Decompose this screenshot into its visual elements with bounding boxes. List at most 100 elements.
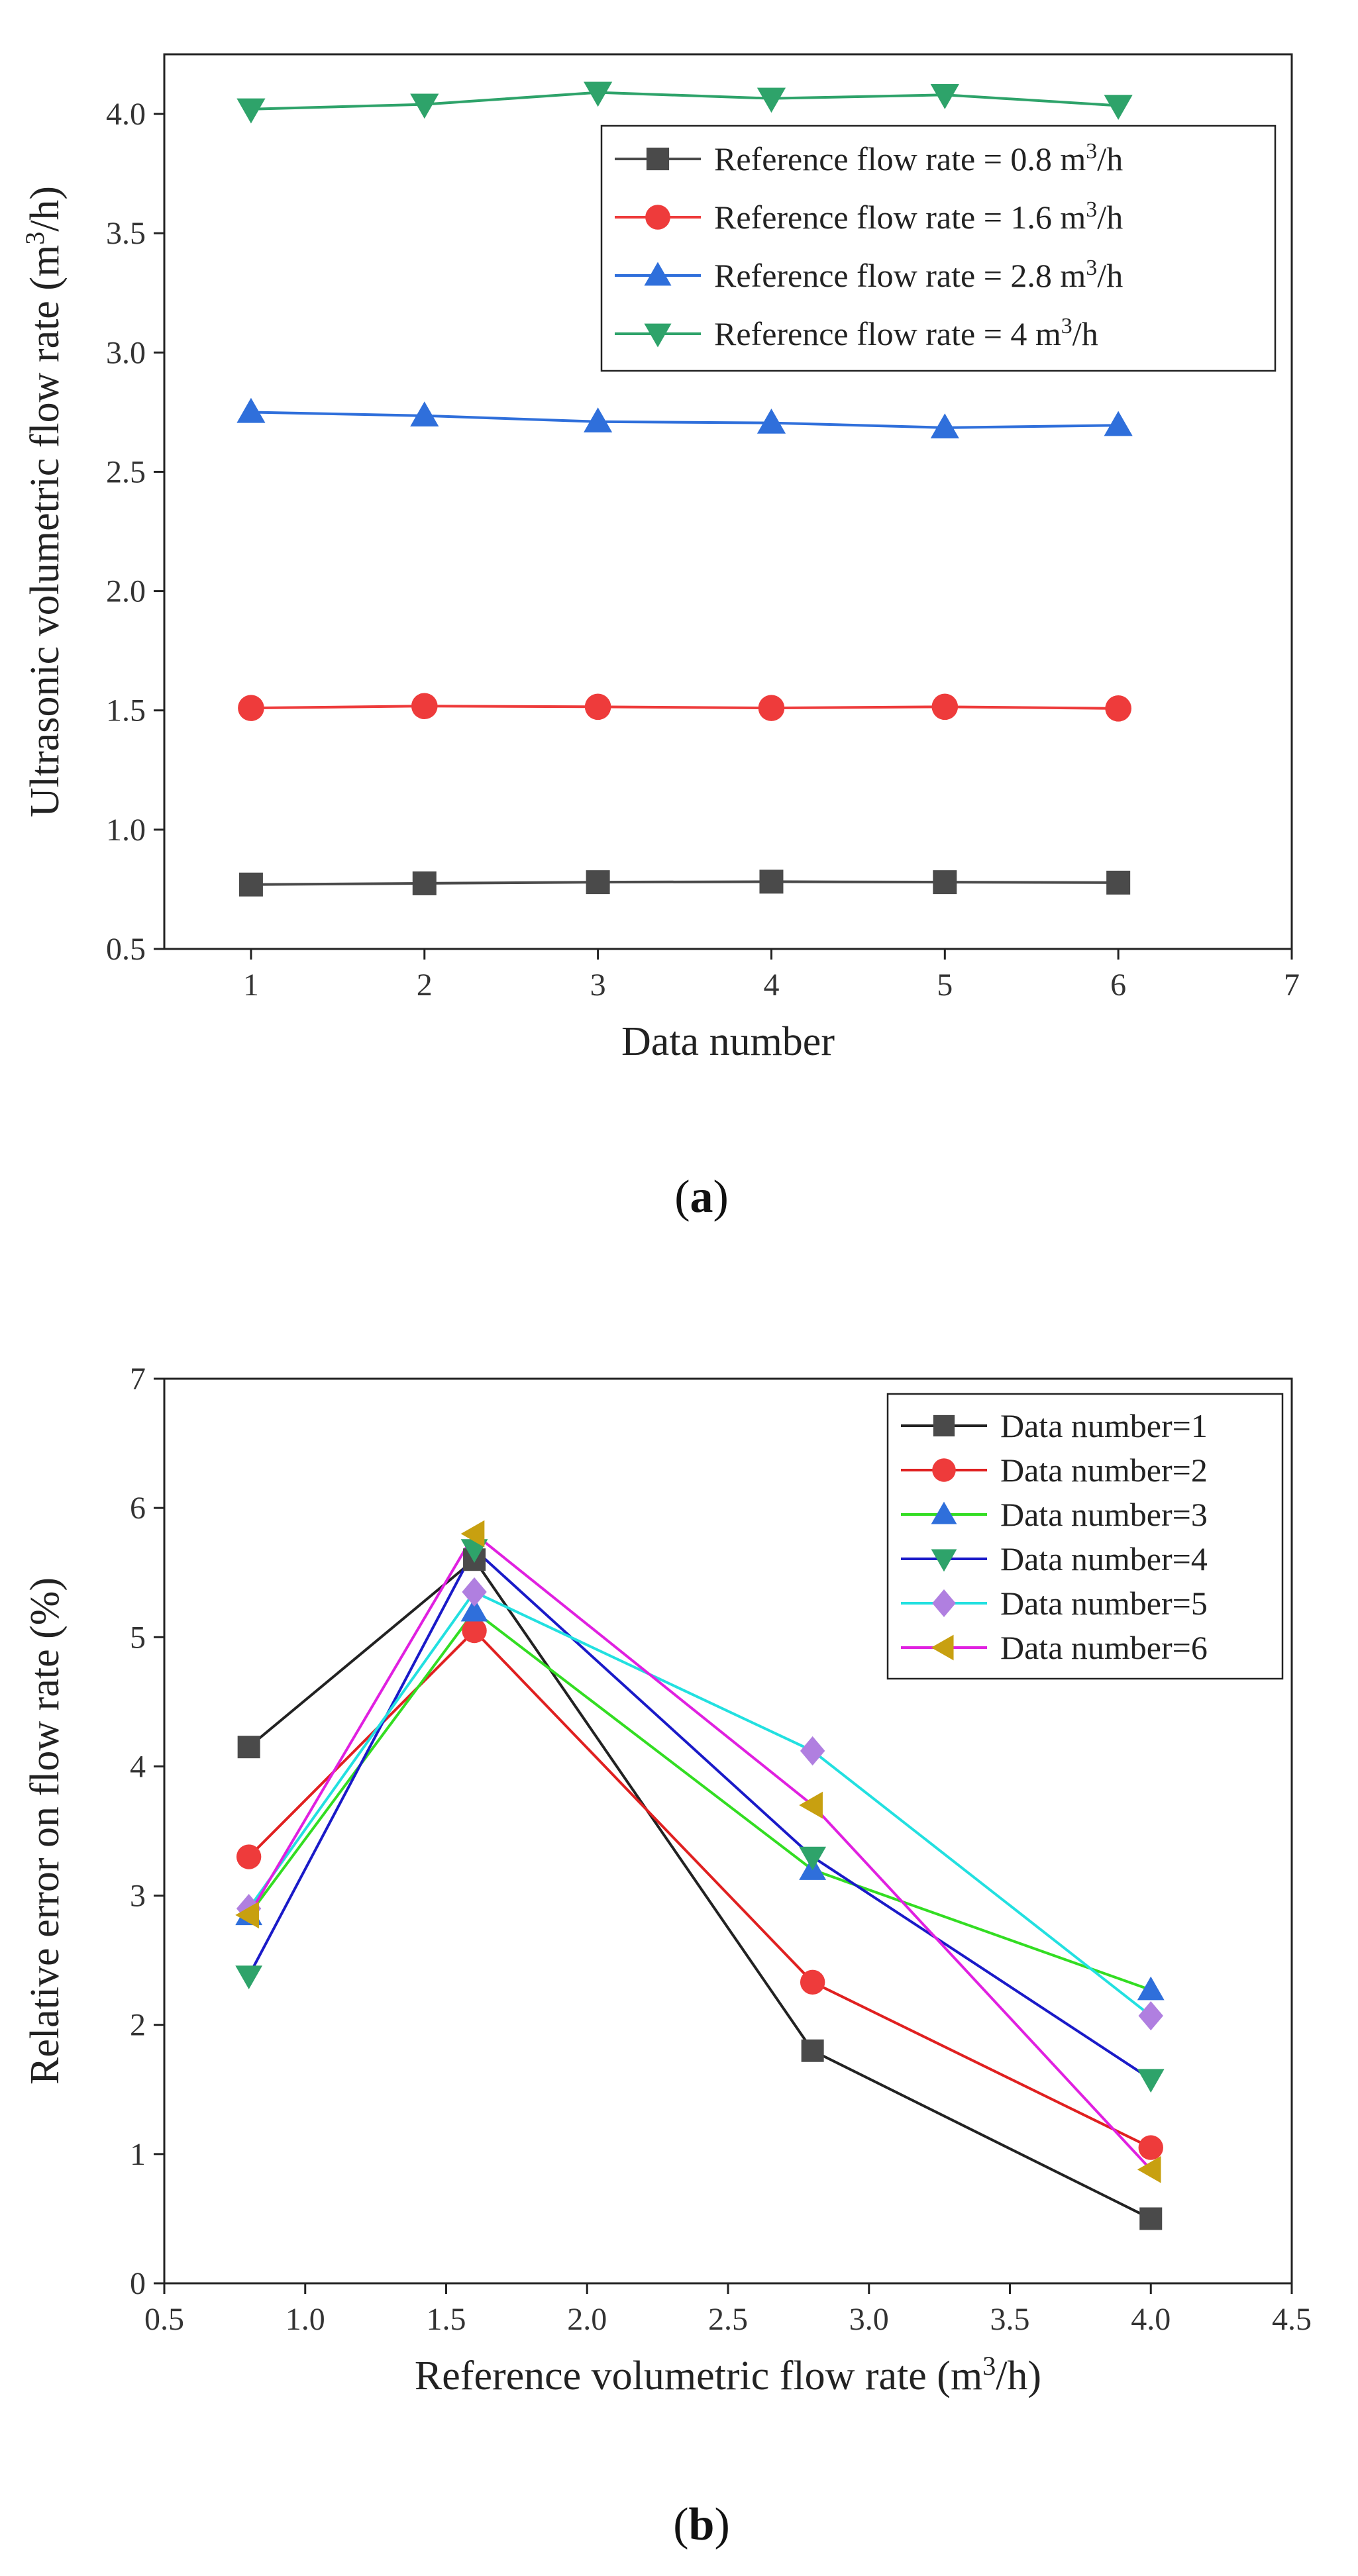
data-point-s1-p2 (412, 871, 437, 895)
data-point-s1-p1 (238, 872, 263, 897)
panel-label: (b) (673, 2499, 730, 2550)
series-line-4 (250, 91, 1119, 111)
legend-label-1: Reference flow rate = 0.8 m3/h (714, 139, 1123, 178)
x-axis-title: Data number (621, 1019, 835, 1064)
data-point-s3-p4 (1137, 1976, 1165, 2001)
y-tick-label: 0.5 (106, 932, 146, 967)
legend-label-4: Reference flow rate = 4 m3/h (714, 314, 1098, 353)
x-axis-title: Reference volumetric flow rate (m3/h) (415, 2351, 1041, 2399)
legend-marker-2 (645, 205, 670, 230)
x-tick-label: 2 (417, 967, 433, 1003)
y-tick-label: 1 (130, 2137, 146, 2172)
legend-marker-3 (931, 1501, 957, 1524)
y-tick-label: 2.5 (106, 454, 146, 489)
x-tick-label: 3.5 (990, 2302, 1030, 2337)
y-tick-label: 2 (130, 2008, 146, 2043)
y-tick-label: 6 (130, 1491, 146, 1526)
x-tick-label: 4.5 (1272, 2302, 1312, 2337)
series-line-2 (250, 705, 1119, 710)
data-point-s1-p6 (1106, 870, 1131, 895)
x-tick-label: 1.5 (427, 2302, 466, 2337)
legend-marker-2 (932, 1458, 956, 1482)
data-point-s1-p3 (586, 870, 610, 895)
y-tick-label: 1.0 (106, 813, 146, 848)
legend-marker-4 (931, 1549, 957, 1572)
x-tick-label: 7 (1284, 967, 1300, 1003)
data-point-s1-p1 (237, 1736, 260, 1759)
legend-marker-1 (646, 147, 670, 171)
data-point-s4-p2 (410, 93, 439, 119)
y-tick-label: 3.5 (106, 216, 146, 251)
x-tick-label: 5 (937, 967, 953, 1003)
data-point-s4-p1 (235, 1965, 263, 1989)
data-point-s6-p3 (799, 1791, 823, 1819)
legend-marker-5 (932, 1589, 956, 1617)
data-point-s3-p3 (584, 407, 613, 433)
data-point-s2-p1 (236, 1844, 262, 1869)
legend-label-3: Reference flow rate = 2.8 m3/h (714, 256, 1123, 295)
legend-marker-3 (644, 262, 672, 286)
data-point-s2-p5 (931, 693, 959, 720)
x-tick-label: 1.0 (286, 2302, 325, 2337)
data-point-s3-p4 (757, 409, 786, 434)
x-tick-label: 6 (1110, 967, 1126, 1003)
x-tick-label: 2.0 (567, 2302, 607, 2337)
legend-label-6: Data number=6 (1000, 1629, 1208, 1666)
legend-label-2: Data number=2 (1000, 1452, 1208, 1489)
y-tick-label: 1.5 (106, 693, 146, 728)
x-tick-label: 2.5 (708, 2302, 748, 2337)
chart-panel-b: 0.5 1.0 1.5 2.0 2.5 3.0 3.5 4.0 4.5 0 1 2 3 4 5 6 7 Refer… (23, 1362, 1312, 2550)
series-line-1 (250, 880, 1119, 886)
chart-panel-a: 1 2 3 4 5 6 7 0.5 1.0 1.5 2.0 2.5 3.0 3.5 4.0 Data numb… (20, 53, 1300, 1222)
y-tick-label: 3.0 (106, 335, 146, 370)
data-point-s6-p2 (460, 1520, 485, 1548)
series-line-3 (250, 411, 1119, 429)
data-point-s2-p2 (462, 1618, 487, 1644)
legend-label-2: Reference flow rate = 1.6 m3/h (714, 197, 1123, 236)
legend-frame (886, 1393, 1284, 1680)
y-tick-label: 7 (130, 1362, 146, 1397)
data-point-s1-p4 (759, 869, 784, 894)
series-line-5 (248, 1590, 1152, 2017)
legend-label-5: Data number=5 (1000, 1585, 1208, 1622)
data-point-s3-p5 (930, 413, 959, 439)
data-point-s5-p2 (462, 1577, 487, 1607)
data-point-s2-p3 (800, 1969, 825, 1995)
legend-marker-6 (931, 1634, 954, 1661)
data-point-s2-p1 (238, 695, 264, 721)
data-point-s4-p6 (1104, 95, 1133, 121)
data-point-s4-p3 (799, 1846, 827, 1871)
data-point-s2-p3 (584, 693, 611, 720)
data-point-s3-p2 (460, 1597, 488, 1622)
plot-frame (163, 53, 1293, 950)
data-point-s5-p3 (800, 1736, 825, 1766)
x-tick-label: 4 (763, 967, 779, 1003)
panel-label: (a) (674, 1171, 729, 1222)
data-point-s2-p2 (411, 693, 438, 720)
data-point-s4-p4 (1137, 2069, 1165, 2093)
data-point-s1-p5 (933, 870, 957, 895)
data-point-s4-p5 (930, 84, 959, 109)
y-axis-title: Ultrasonic volumetric flow rate (m3/h) (20, 186, 68, 817)
series-line-2 (248, 1628, 1152, 2149)
data-point-s6-p1 (235, 1901, 259, 1929)
legend-label-3: Data number=3 (1000, 1496, 1208, 1533)
x-tick-label: 4.0 (1131, 2302, 1171, 2337)
data-point-s2-p4 (758, 695, 785, 721)
legend-frame (600, 124, 1277, 372)
series-line-4 (247, 1547, 1152, 2081)
data-point-s3-p2 (410, 401, 439, 427)
data-point-s1-p3 (801, 2039, 824, 2062)
data-point-s3-p6 (1104, 411, 1133, 436)
x-tick-label: 1 (243, 967, 259, 1003)
y-tick-label: 2.0 (106, 574, 146, 609)
legend-label-4: Data number=4 (1000, 1540, 1208, 1577)
x-tick-label: 3 (590, 967, 606, 1003)
data-point-s1-p4 (1139, 2207, 1163, 2230)
data-point-s2-p6 (1105, 695, 1131, 722)
y-tick-label: 3 (130, 1879, 146, 1914)
data-point-s4-p4 (757, 87, 786, 113)
legend-label-1: Data number=1 (1000, 1407, 1208, 1444)
legend-marker-1 (933, 1414, 955, 1437)
